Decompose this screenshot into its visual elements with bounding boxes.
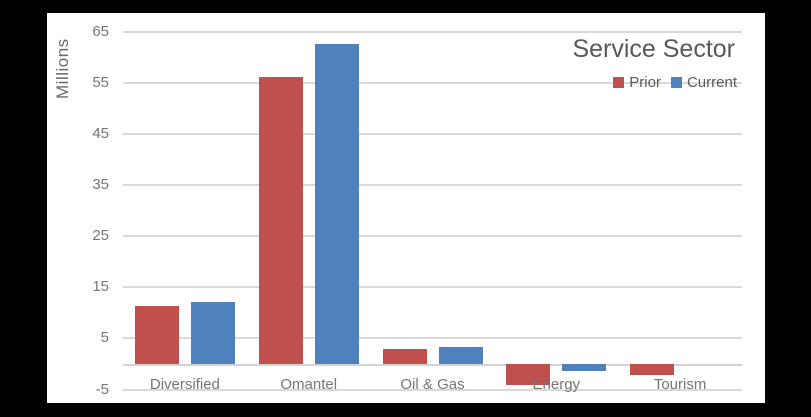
bar-prior-energy[interactable]	[506, 364, 551, 385]
legend-label-current: Current	[686, 74, 737, 91]
x-axis-line	[123, 364, 742, 366]
gridline	[123, 133, 742, 136]
y-tick-label: 55	[92, 74, 109, 92]
legend-item-current[interactable]: Current	[670, 74, 737, 91]
gridline	[123, 388, 742, 391]
x-category-label: Diversified	[149, 376, 220, 393]
chart-title: Service Sector	[572, 35, 735, 63]
chart-area: Millions Service Sector Prior Current 65…	[47, 13, 765, 403]
gridline	[123, 337, 742, 340]
x-category-label: Tourism	[653, 376, 707, 393]
bar-current-omantel[interactable]	[314, 44, 359, 364]
bar-prior-oil-gas[interactable]	[382, 349, 427, 364]
y-tick-label: 45	[92, 125, 109, 143]
legend-label-prior: Prior	[629, 74, 661, 91]
gridline	[123, 184, 742, 187]
prior-swatch-icon	[613, 77, 625, 88]
bar-prior-tourism[interactable]	[630, 364, 675, 375]
x-category-label: Energy	[532, 376, 581, 393]
bar-current-diversified[interactable]	[190, 301, 235, 364]
gridline	[123, 286, 742, 289]
bar-current-energy[interactable]	[562, 364, 607, 371]
y-tick-label: -5	[95, 380, 109, 398]
bar-current-oil-gas[interactable]	[438, 346, 483, 364]
y-tick-label: 5	[100, 329, 109, 347]
bar-prior-omantel[interactable]	[258, 76, 303, 364]
current-swatch-icon	[670, 77, 682, 88]
legend-item-prior[interactable]: Prior	[613, 74, 661, 91]
plot-area: 65 55 45 35 25 15 5 -5 Diversified Omantel Oil & G…	[92, 13, 742, 403]
y-tick-label: 65	[92, 23, 109, 41]
y-tick-label: 15	[92, 278, 109, 296]
gridline	[123, 31, 742, 34]
y-tick-label: 35	[92, 176, 109, 194]
bar-prior-diversified[interactable]	[134, 306, 179, 364]
gridline	[123, 235, 742, 238]
x-category-label: Oil & Gas	[400, 376, 465, 393]
y-tick-label: 25	[92, 227, 109, 245]
x-category-label: Omantel	[280, 376, 338, 393]
gridline	[123, 82, 742, 85]
legend: Prior Current	[613, 74, 737, 91]
